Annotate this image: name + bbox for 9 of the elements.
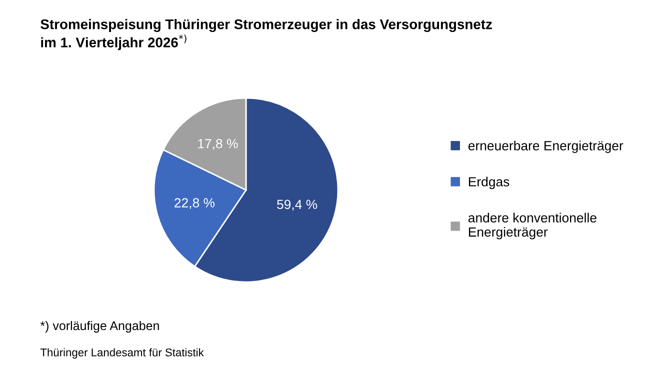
legend-label: andere konventionelle Energieträger xyxy=(468,212,596,240)
text: *) vorläufige Angaben xyxy=(40,320,159,333)
chart-title: Stromeinspeisung Thüringer Stromerzeuger in das Versorgungsnetz im 1. Vierteljahr 2026$^{*)}$ xyxy=(40,19,492,50)
data-label: 22,8 % xyxy=(174,198,215,210)
text: Thüringer Landesamt für Statistik xyxy=(40,348,204,359)
legend-label: erneuerbare Energieträger xyxy=(468,140,624,153)
data-label: 59,4 % xyxy=(277,200,318,211)
data-label: 17,8 % xyxy=(198,138,238,150)
legend-label: Erdgas xyxy=(468,176,510,190)
